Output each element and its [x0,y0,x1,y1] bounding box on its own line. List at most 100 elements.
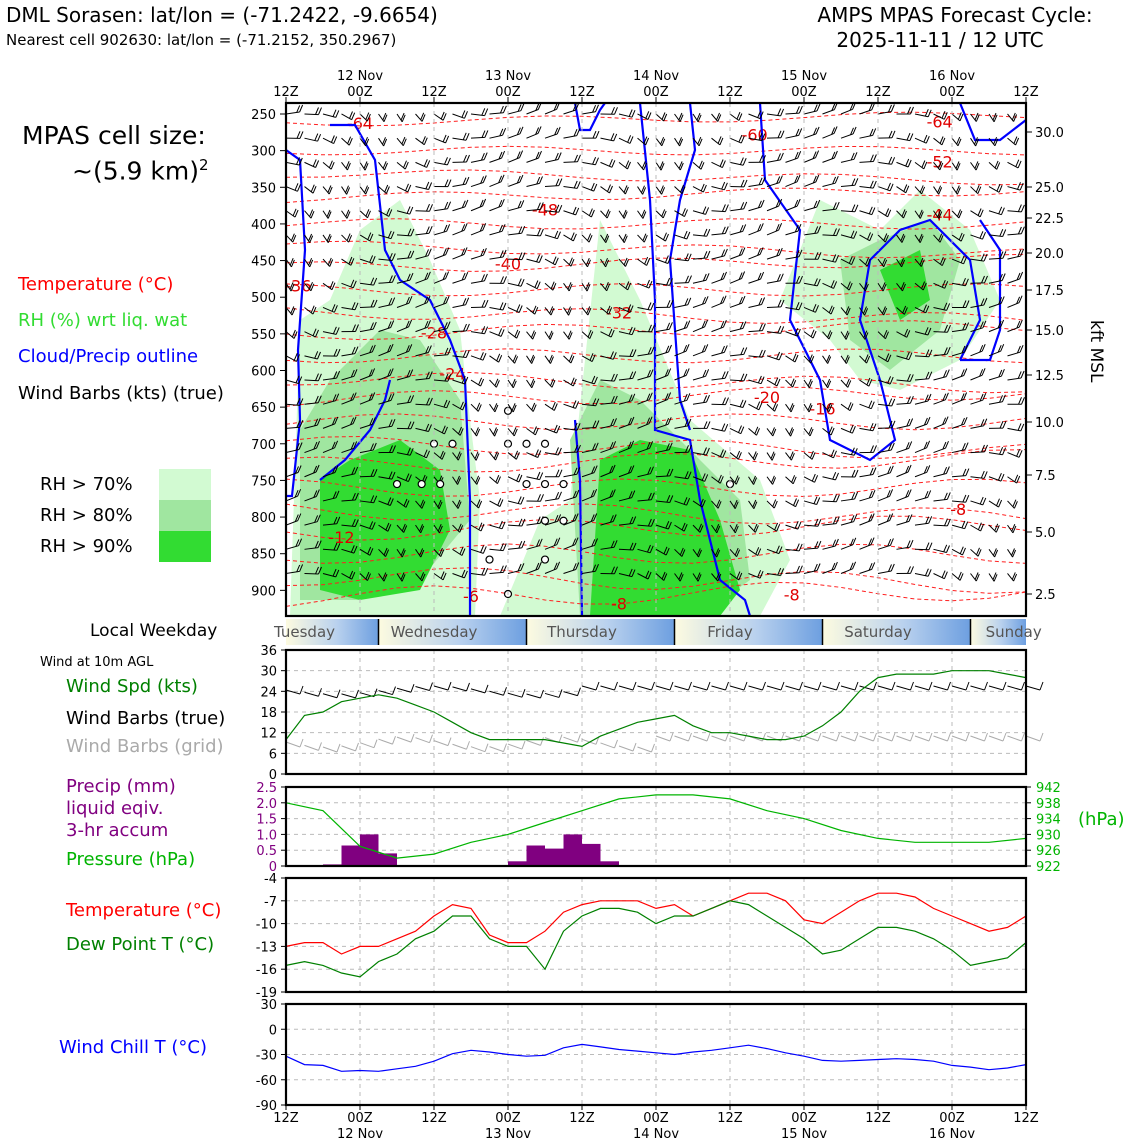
barb-true-feather [540,689,544,699]
wind-barb [933,162,941,171]
wind-barb-feather [977,186,982,194]
wind-barb-feather [941,280,946,288]
wind-barb-feather [437,524,442,532]
wind-barb-feather [794,354,799,363]
wind-barb [840,498,855,502]
wind-barb-feather [629,305,634,313]
wind-barb-feather [905,515,910,523]
wind-barb [581,545,595,550]
wind-barb [396,210,410,215]
wind-barb-feather [871,207,876,215]
wind-barb-feather [537,494,541,502]
wind-barb-feather [772,428,777,437]
wind-barb [914,378,929,381]
wind-barb-feather [497,498,502,506]
wind-barb-feather [789,451,794,459]
wind-barb-feather [1016,272,1021,281]
wind-barb [618,523,633,526]
wind-barb [711,113,719,122]
wind-barb-feather [814,475,819,483]
wind-barb [803,307,816,313]
wind-barb-feather [888,130,893,139]
wind-barb-feather [592,157,597,165]
wind-barb-feather [297,489,302,497]
barb-true-feather [688,681,692,691]
wind-barb-feather [328,186,333,195]
wind-barb-feather [629,516,634,525]
barb-true [766,685,782,691]
wind-barb [452,524,461,533]
wind-barb-feather [847,380,852,388]
wind-barb-feather [754,453,758,461]
wind-barb [674,162,681,171]
wind-barb-feather [576,423,581,431]
wind-barb [544,307,552,316]
wind-barb [840,427,853,434]
wind-barb-feather [683,497,688,505]
wind-barb [618,258,626,267]
wind-barb [822,282,834,289]
wind-barb [396,524,405,533]
wind-barb-feather [996,498,1000,506]
wind-barb-feather [535,151,540,160]
wind-barb [544,427,557,434]
wind-barb-feather [350,417,355,425]
wind-barb [341,137,350,146]
wind-barb-feather [501,521,506,529]
wind-barb-feather [576,128,581,136]
wind-barb-feather [946,303,951,311]
wind-barb-feather [440,571,445,579]
wind-barb [470,500,479,509]
barb-true-feather [355,689,359,699]
wind-barb-feather [538,255,543,263]
wind-barb [581,570,596,574]
wind-barb-feather [906,418,911,427]
wind-barb [600,210,608,219]
wind-barb-feather [480,153,485,161]
wind-barb-feather [557,152,562,160]
wind-barb-feather [480,248,485,257]
wind-barb-feather [585,282,590,290]
wind-barb-feather [798,128,803,136]
wind-barb-feather [348,256,353,265]
pressure-tick-label: 550 [251,328,276,343]
wind-barb [378,137,385,147]
barb-grid [933,735,948,742]
wind-barb [618,186,626,195]
wind-barb-feather [426,160,431,168]
wind-barb-feather [347,136,352,144]
kft-tick-label: 30.0 [1035,126,1064,141]
wind-barb [563,403,576,409]
wind-barb-feather [979,369,984,377]
wind-barb [433,113,444,121]
wind-barb-feather [817,519,822,527]
weekday-label: Local Weekday [90,621,218,641]
wind-barb [914,210,921,219]
wind-barb-feather [684,209,688,217]
weekday-name: Wednesday [391,623,478,641]
wind-barb [914,234,921,243]
wind-barb-feather [1001,273,1006,281]
wind-barb [766,476,774,485]
wind-barb-feather [907,159,912,168]
wind-barb [1025,573,1026,575]
wind-barb [748,355,763,358]
bottom-time-tick-label: 00Z [791,1111,817,1126]
wind-barb-feather [606,210,611,219]
wind-barb-feather [738,572,743,581]
wind-barb [785,452,792,461]
wind-barb-feather [591,539,596,547]
wind-barb [544,452,559,456]
wind-barb-feather [687,253,692,261]
wind-barb-feather [921,160,926,168]
wind-barb [563,307,570,316]
wind-barb [803,206,817,212]
barb-grid-feather [373,739,378,748]
wind-barb-feather [610,329,615,338]
wind-barb-feather [754,426,759,434]
wind-barb-feather [1016,449,1021,457]
wind-barb-feather [888,420,893,429]
wind-barb [470,355,484,361]
wind-barb-feather [941,137,946,146]
wind-barb-feather [665,345,670,353]
